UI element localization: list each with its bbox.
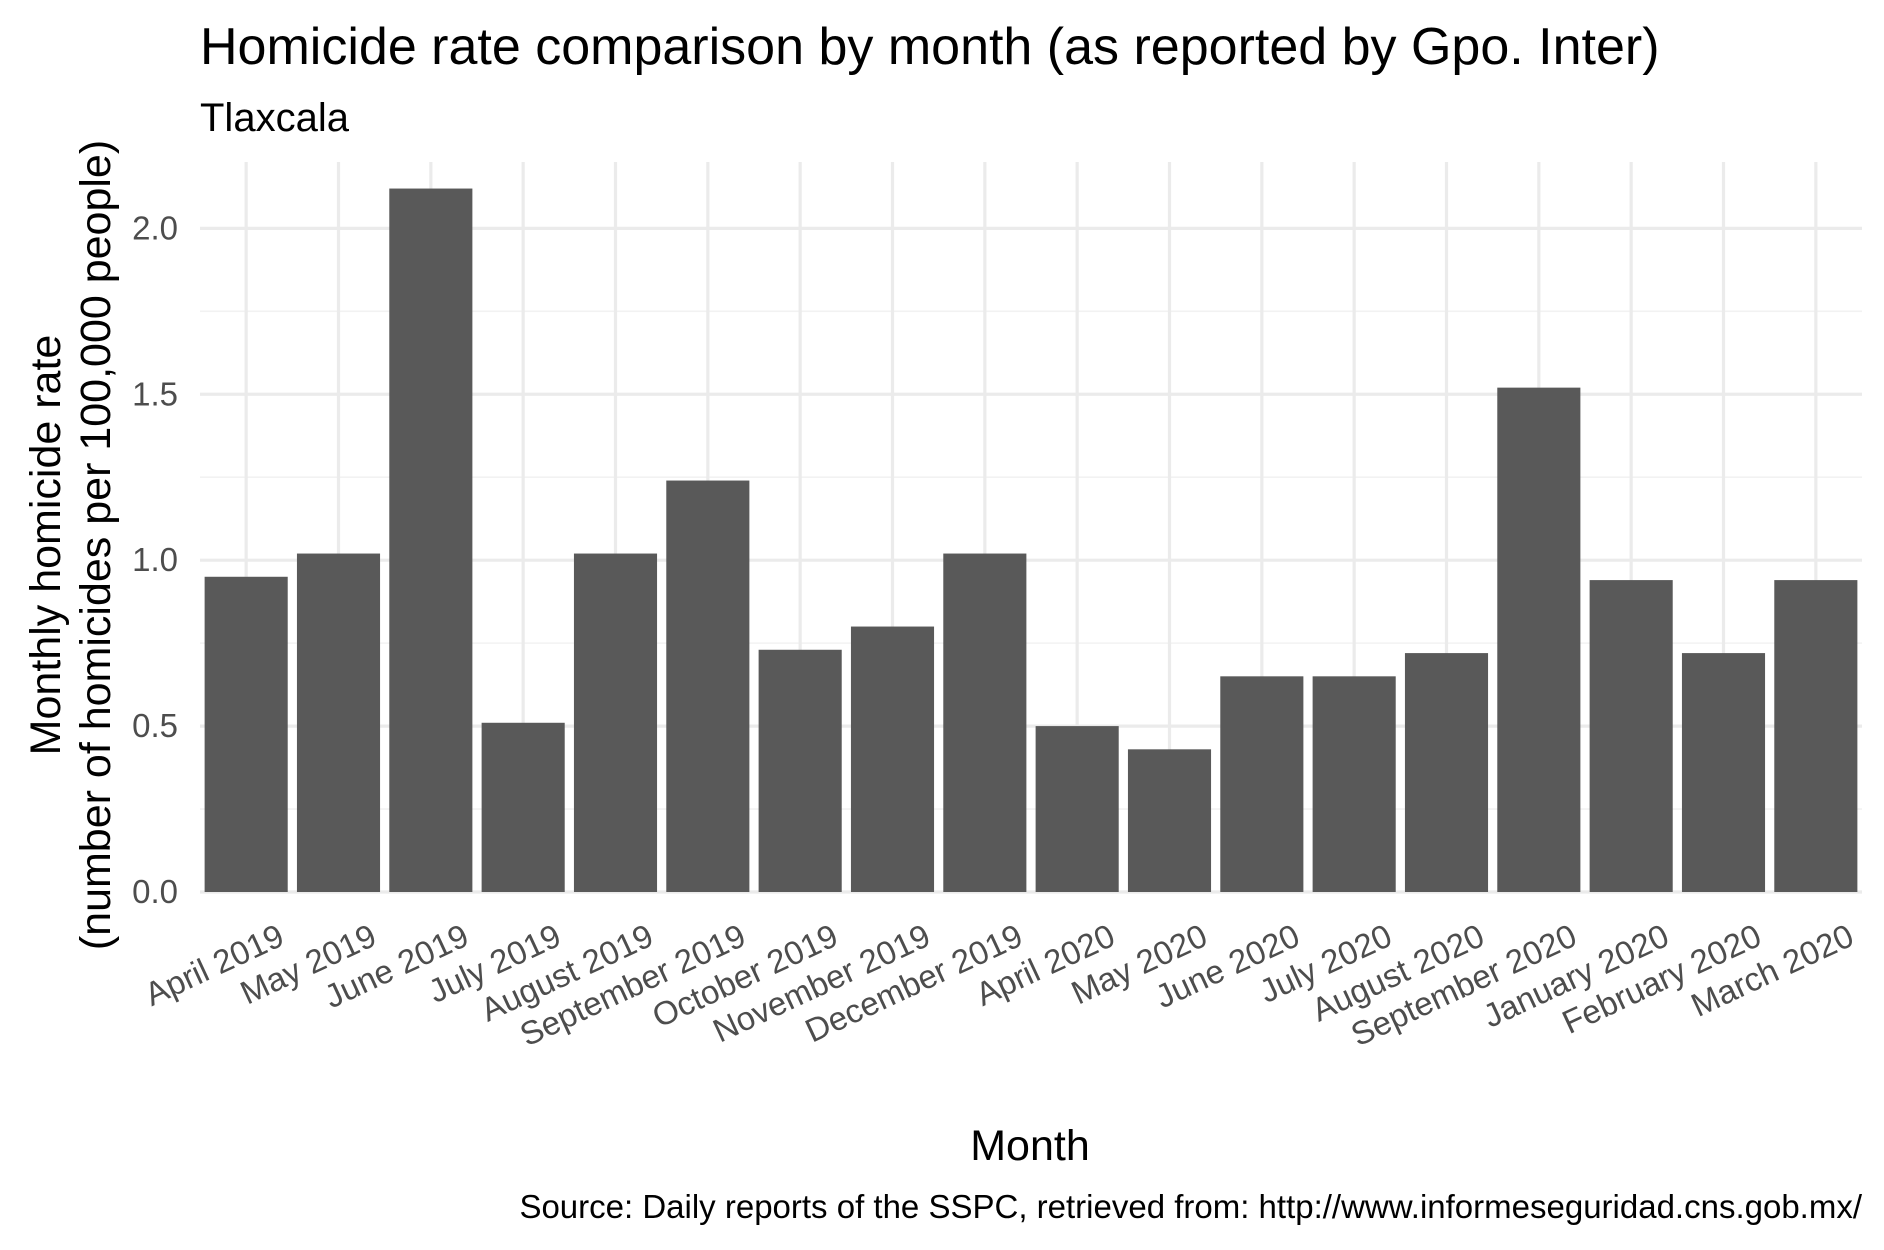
bar-17 — [1681, 653, 1766, 892]
y-tick-label: 2.0 — [132, 209, 178, 246]
bar-13 — [1312, 676, 1396, 892]
bar-11 — [1127, 749, 1212, 892]
bar-5 — [573, 553, 658, 892]
bar-9 — [943, 553, 1027, 892]
bar-6 — [666, 480, 750, 892]
x-axis-title: Month — [970, 1122, 1090, 1170]
bar-15 — [1497, 387, 1581, 892]
bars — [204, 188, 1858, 892]
chart-title: Homicide rate comparison by month (as re… — [200, 18, 1660, 76]
bar-12 — [1220, 676, 1304, 892]
bar-3 — [389, 188, 473, 892]
chart-subtitle: Tlaxcala — [200, 96, 350, 140]
y-tick-label: 0.5 — [132, 707, 178, 744]
y-tick-label: 1.5 — [132, 375, 178, 412]
bar-7 — [758, 649, 842, 892]
bar-18 — [1774, 580, 1858, 892]
bar-10 — [1035, 726, 1119, 892]
y-axis-ticks: 0.0 0.5 1.0 1.5 2.0 — [132, 209, 178, 910]
bar-14 — [1404, 653, 1489, 892]
y-axis-title-line2: (number of homicides per 100,000 people) — [72, 140, 120, 950]
y-axis-title-line1: Monthly homicide rate — [22, 335, 70, 756]
bar-16 — [1589, 580, 1673, 892]
bar-4 — [481, 722, 565, 892]
chart-caption: Source: Daily reports of the SSPC, retri… — [519, 1188, 1862, 1225]
y-tick-label: 1.0 — [132, 541, 178, 578]
bar-2 — [296, 553, 381, 892]
bar-1 — [204, 576, 288, 892]
bar-8 — [850, 626, 935, 892]
y-tick-label: 0.0 — [132, 873, 178, 910]
